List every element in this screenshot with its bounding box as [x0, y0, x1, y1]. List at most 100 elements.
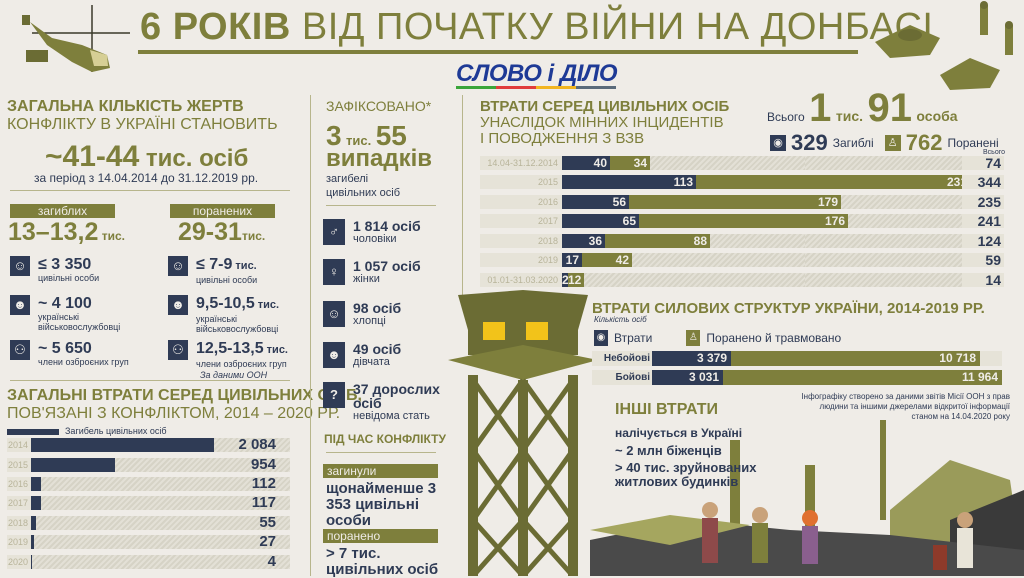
chart-row: 2017 117 — [7, 494, 290, 511]
row-total: 124 — [962, 234, 1004, 248]
chart-row: 2019 17 42 — [480, 253, 805, 267]
killed-total: 13–13,2 тис. — [8, 218, 125, 246]
other-losses-line1: налічується в Україні — [615, 426, 743, 440]
chart-row: Бойові 3 031 11 964 — [592, 370, 1002, 385]
page-title: 6 РОКІВ ВІД ПОЧАТКУ ВІЙНИ НА ДОНБАСІ — [140, 6, 934, 48]
killed-tag: загинули — [323, 464, 438, 478]
boy-icon: ☺ — [323, 301, 345, 327]
killed-text: щонайменше 3 353 цивільні особи — [326, 480, 437, 529]
recorded-girls: ☻ 49 осіб дівчата — [323, 342, 401, 369]
wounded-bar: 179 — [629, 195, 841, 209]
wounded-person-icon: ♙ — [884, 135, 901, 151]
security-forces-heading: ВТРАТИ СИЛОВИХ СТРУКТУР УКРАЇНИ, 2014-20… — [592, 300, 985, 317]
killed-tag: загиблих — [10, 204, 115, 218]
period-text: за період з 14.04.2014 до 31.12.2019 рр. — [34, 171, 259, 185]
legend-swatch — [7, 429, 59, 435]
total-victims-value: ~41-44 тис. осіб — [45, 140, 249, 173]
col-total-label: Всього — [983, 149, 1006, 156]
row-total: 14 — [962, 273, 1004, 287]
killed-soldiers: ☻ ~ 4 100 українські військовослужбовці — [10, 295, 148, 332]
recorded-cases: випадків — [326, 145, 433, 172]
recorded-total: 3 тис. 55 — [326, 120, 407, 151]
girl-icon: ☻ — [323, 342, 345, 368]
chart-row: 01.01-31.03.2020 2 12 — [480, 273, 805, 287]
tanks-soldiers-illustration — [875, 1, 1013, 90]
chart-row: 2015 954 — [7, 456, 290, 473]
recorded-heading: ЗАФІКСОВАНО* — [326, 98, 432, 114]
soldier-icon: ☻ — [10, 295, 30, 315]
wounded-person-icon: ♙ — [686, 330, 701, 346]
chart-row: 2019 27 — [7, 533, 290, 550]
security-forces-subheading: Кількість осіб — [594, 315, 647, 324]
armed-group-icon: ⚇ — [10, 340, 30, 360]
man-icon: ♂ — [323, 219, 345, 245]
column-divider — [310, 95, 311, 576]
wounded-total: 29-31тис. — [178, 218, 266, 246]
wounded-armed-groups: ⚇ 12,5-13,5 тис. члени озброєних груп — [168, 340, 288, 369]
coffin-icon: ◉ — [594, 330, 608, 346]
helicopter-illustration — [22, 5, 130, 72]
coffin-icon: ◉ — [770, 135, 786, 151]
hatch-fill — [805, 273, 962, 287]
wounded-soldiers: ☻ 9,5-10,5 тис. українські військовослужб… — [168, 295, 306, 334]
question-icon: ? — [323, 382, 345, 408]
title-underline — [138, 50, 858, 54]
hatch-fill — [805, 234, 962, 248]
other-losses-refugees: ~ 2 млн біженців — [615, 443, 722, 458]
recorded-desc: загибелі цивільних осіб — [326, 173, 401, 199]
wounded-bar: 176 — [639, 214, 848, 228]
chart-row: 2018 55 — [7, 514, 290, 531]
chart-row: 2016 112 — [7, 475, 290, 492]
wounded-text: > 7 тис. цивільних осіб — [326, 545, 439, 578]
legend-label: Загибель цивільних осіб — [65, 426, 167, 436]
row-total: 241 — [962, 214, 1004, 228]
mines-heading: ВТРАТИ СЕРЕД ЦИВІЛЬНИХ ОСІБ УНАСЛІДОК МІ… — [480, 98, 730, 147]
wounded-bar: 231 — [696, 175, 970, 189]
wounded-civilians: ☺ ≤ 7-9 тис. цивільні особи — [168, 256, 257, 285]
divider — [10, 190, 290, 191]
chart-row: 14.04-31.12.2014 40 34 — [480, 156, 805, 170]
chart-row: 2014 2 084 — [7, 436, 290, 453]
divider — [10, 380, 290, 381]
during-conflict-heading: ПІД ЧАС КОНФЛІКТУ — [324, 432, 446, 446]
hatch-fill — [841, 195, 962, 209]
chart-row: 2018 36 88 — [480, 234, 805, 248]
divider — [326, 452, 436, 453]
credits-note: Інфографіку створено за даними звітів Мі… — [801, 392, 1010, 421]
divider — [326, 205, 436, 206]
ruined-city-illustration — [590, 420, 1024, 576]
logo: СЛОВО і ДІЛО — [456, 60, 618, 87]
wounded-tag: поранених — [170, 204, 275, 218]
killed-civilians: ☺ ≤ 3 350 цивільні особи — [10, 256, 99, 283]
row-total: 344 — [962, 175, 1004, 189]
killed-armed-groups: ⚇ ~ 5 650 члени озброєних груп — [10, 340, 129, 367]
civilian-icon: ☺ — [10, 256, 30, 276]
security-legend: ◉ Втрати ♙ Поранено й травмовано — [594, 330, 841, 346]
woman-icon: ♀ — [323, 259, 345, 285]
chart-row: Небойові 3 379 10 718 — [592, 351, 1002, 366]
civilian-icon: ☺ — [168, 256, 188, 276]
recorded-unknown: ? 37 дорослих осіб невідома стать — [323, 382, 448, 423]
row-total: 74 — [962, 156, 1004, 170]
hatch-fill — [805, 156, 962, 170]
recorded-women: ♀ 1 057 осіб жінки — [323, 259, 421, 286]
recorded-boys: ☺ 98 осіб хлопці — [323, 301, 401, 328]
logo-stripe — [456, 86, 616, 89]
other-losses-heading: ІНШІ ВТРАТИ — [615, 401, 718, 418]
row-total: 59 — [962, 253, 1004, 267]
source-note: За даними ООН — [200, 370, 268, 380]
wounded-tag: поранено — [323, 529, 438, 543]
other-losses-buildings: > 40 тис. зруйнованих житлових будинків — [615, 460, 757, 489]
civilian-losses-heading: ЗАГАЛЬНІ ВТРАТИ СЕРЕД ЦИВІЛЬНИХ ОСІБ, ПО… — [7, 387, 362, 422]
chart-row: 2020 4 — [7, 553, 290, 570]
row-total: 235 — [962, 195, 1004, 209]
mines-breakdown: ◉ 329 Загиблі ♙ 762 Поранені — [770, 130, 999, 156]
hatch-fill — [805, 253, 962, 267]
column-divider — [462, 95, 463, 295]
watchtower-illustration — [448, 290, 598, 576]
hatch-fill — [848, 214, 962, 228]
soldier-icon: ☻ — [168, 295, 188, 315]
total-victims-heading: ЗАГАЛЬНА КІЛЬКІСТЬ ЖЕРТВ КОНФЛІКТУ В УКР… — [7, 98, 278, 133]
armed-group-icon: ⚇ — [168, 340, 188, 360]
recorded-men: ♂ 1 814 осіб чоловіки — [323, 219, 421, 246]
